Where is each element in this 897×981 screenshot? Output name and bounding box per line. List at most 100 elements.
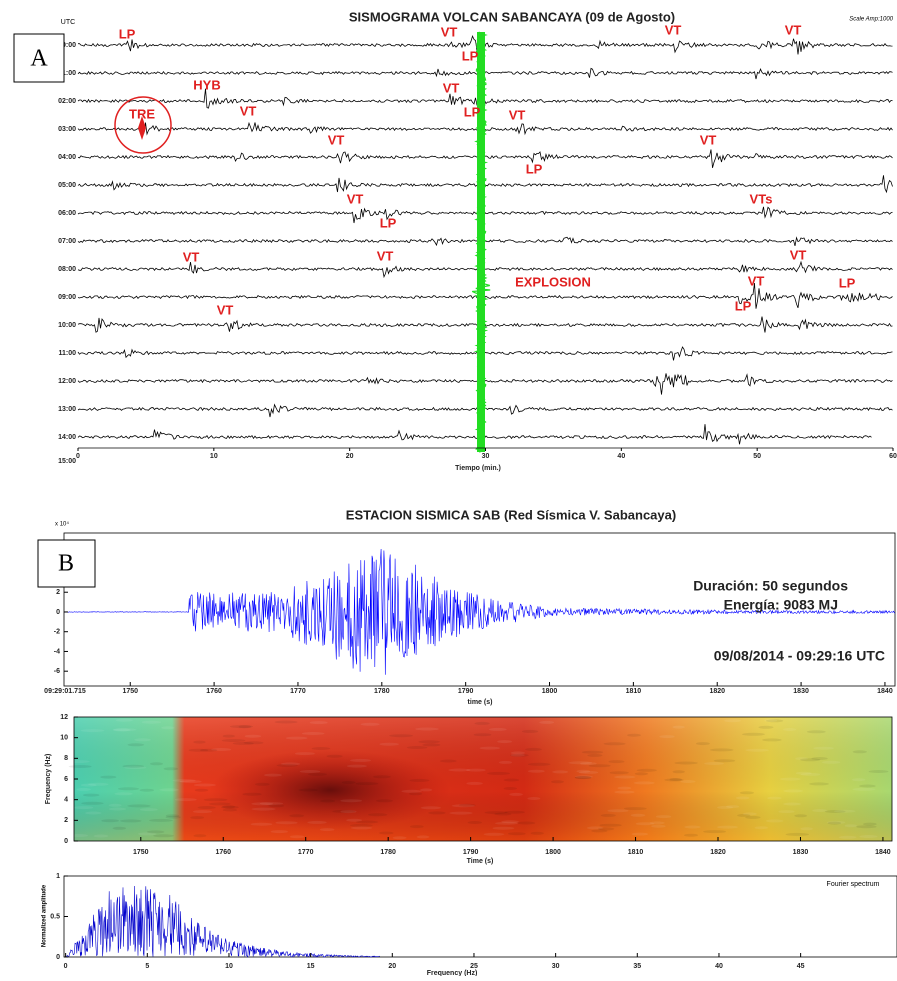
spectrogram-texture (717, 805, 733, 809)
y-tick-label: -2 (54, 629, 60, 636)
spectrogram-texture (672, 770, 685, 774)
seismogram-trace (77, 121, 893, 136)
spectrogram-texture (197, 806, 216, 809)
spectrogram-texture (112, 728, 131, 732)
event-label: VT (509, 107, 526, 122)
spectrogram-texture (341, 780, 356, 784)
spectrogram-texture (368, 813, 388, 817)
spectrogram-texture (326, 754, 343, 758)
spectrogram-texture (163, 767, 179, 771)
spectrogram-texture (320, 799, 336, 803)
spectrogram-texture (765, 719, 784, 723)
spectrogram-texture (680, 780, 696, 783)
row-label: 13:00 (58, 406, 76, 413)
duration: Duración: 50 segundos (693, 578, 848, 594)
timestamp: 09/08/2014 - 09:29:16 UTC (714, 648, 885, 664)
tre-circle (114, 96, 172, 154)
x-axis-label: Time (s) (467, 858, 494, 865)
x-tick-label: 0 (64, 963, 68, 970)
spectrogram-texture (298, 788, 318, 792)
spectrogram-texture (68, 765, 92, 768)
x-tick-label: 10 (225, 963, 233, 970)
spectrogram-texture (745, 748, 769, 752)
spectrogram-texture (146, 830, 165, 834)
x-axis-label: time (s) (468, 699, 493, 706)
spectrogram-texture (172, 779, 196, 782)
spectrogram-texture (192, 810, 213, 814)
spectrogram-texture (794, 814, 808, 818)
spectrogram-texture (117, 787, 140, 791)
seismogram-trace (77, 403, 893, 418)
x-tick-label: 1810 (626, 688, 642, 695)
spectrogram-texture (574, 776, 592, 779)
spectrogram-texture (466, 768, 486, 772)
spectrogram-texture (211, 748, 232, 751)
spectrogram-texture (101, 819, 119, 823)
spectrogram-texture (114, 792, 133, 796)
seismogram-trace (77, 88, 893, 109)
spectrogram-texture (193, 740, 206, 744)
spectrogram-texture (726, 805, 740, 809)
spectrogram-texture (473, 733, 492, 737)
spectrogram-texture (174, 798, 197, 802)
event-label: VT (183, 249, 200, 264)
spectrogram-texture (767, 796, 782, 800)
spectrogram-texture (280, 762, 301, 766)
spectrogram-texture (190, 816, 205, 820)
spectrogram-texture (497, 740, 512, 744)
spectrogram-texture (276, 763, 298, 767)
spectrogram-texture (139, 808, 158, 812)
x-tick-label: 25 (470, 963, 478, 970)
spectrogram-texture (70, 834, 88, 837)
spectrogram-texture (193, 834, 207, 838)
spectrogram-texture (826, 820, 846, 824)
spectrogram-texture (194, 788, 209, 792)
spectrogram-texture (448, 768, 471, 772)
spectrogram-texture (285, 736, 308, 740)
y-tick-label: -4 (54, 648, 60, 655)
spectrogram-texture (301, 732, 325, 735)
spectrogram-texture (824, 810, 846, 813)
spectrogram-texture (603, 742, 626, 746)
spectrogram-texture (274, 720, 298, 724)
spectrogram-texture (188, 748, 209, 752)
spectrogram-texture (827, 821, 842, 825)
spectrogram-texture (659, 735, 675, 739)
spectrogram-texture (416, 835, 430, 839)
spectrogram-texture (821, 760, 841, 764)
spectrogram-texture (724, 719, 741, 723)
spectrogram-texture (466, 781, 483, 785)
y-tick-label: 0.5 (50, 913, 60, 920)
y-tick-label: 0 (56, 954, 60, 961)
scale-note: Scale Amp:1000 (849, 17, 893, 23)
event-label: VT (441, 24, 458, 39)
event-label: VT (700, 132, 717, 147)
spectrogram-texture (415, 727, 439, 731)
spectrogram-texture (754, 826, 768, 830)
x-tick-label: 15 (307, 963, 315, 970)
spectrogram-texture (307, 820, 327, 824)
spectrogram-texture (614, 790, 635, 794)
spectrogram-texture (635, 822, 655, 826)
spectrogram-texture (294, 752, 315, 756)
spectrogram-texture (389, 734, 414, 738)
spectrogram-texture (713, 759, 736, 763)
row-label: 10:00 (58, 322, 76, 329)
spectrogram-texture (834, 809, 856, 813)
spectrogram-texture (503, 787, 518, 790)
spectrogram-texture (627, 733, 641, 737)
spectrogram-texture (527, 797, 541, 800)
spectrogram-texture (525, 747, 542, 751)
panel-label: A (30, 46, 48, 72)
spectrogram-texture (242, 792, 262, 796)
spectrogram-texture (422, 743, 441, 747)
x-tick-label: 1800 (542, 688, 558, 695)
spectrogram-texture (251, 807, 276, 811)
spectrogram-texture (597, 827, 615, 831)
spectrogram-texture (340, 799, 363, 803)
x-tick-label: 1830 (793, 849, 809, 856)
spectrogram-texture (575, 775, 593, 779)
spectrogram-texture (510, 753, 525, 757)
spectrogram-texture (289, 835, 305, 839)
spectrogram-texture (222, 808, 238, 812)
